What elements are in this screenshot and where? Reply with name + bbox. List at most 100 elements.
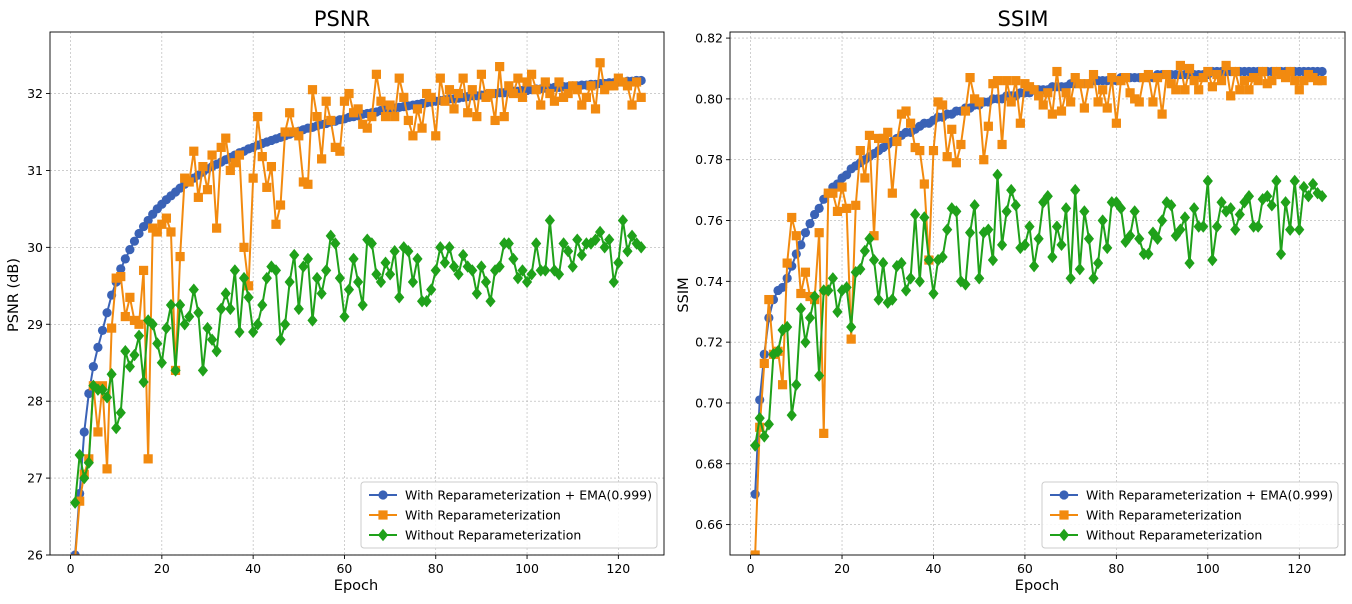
data-point [572, 233, 583, 246]
series-circle [750, 66, 1327, 499]
data-point [859, 244, 870, 258]
data-point [1289, 174, 1300, 188]
data-point [1207, 82, 1217, 92]
data-point [1120, 73, 1131, 83]
data-point [101, 391, 113, 404]
data-point [124, 360, 135, 373]
data-point [608, 275, 619, 289]
data-point [554, 77, 564, 87]
data-point [526, 268, 537, 281]
data-point [1024, 220, 1035, 233]
data-point [1216, 196, 1227, 209]
data-point [1225, 202, 1236, 215]
data-point [412, 104, 423, 114]
data-point [1143, 247, 1154, 261]
legend-item: Without Reparameterization [1050, 528, 1262, 543]
data-point [394, 291, 405, 304]
legend-item: Without Reparameterization [369, 528, 581, 543]
data-point [266, 161, 277, 172]
data-point [928, 145, 939, 156]
data-point [1203, 66, 1213, 77]
legend: With Reparameterization + EMA(0.999) With… [1041, 481, 1339, 549]
data-point [1102, 103, 1112, 113]
data-point [1266, 199, 1277, 212]
data-point [134, 319, 144, 329]
legend-item: With Reparameterization + EMA(0.999) [369, 488, 652, 503]
data-point [472, 112, 482, 122]
data-point [755, 422, 765, 432]
data-point [1047, 109, 1057, 119]
data-point [804, 311, 816, 325]
x-tick-label: 20 [834, 561, 850, 576]
data-point [951, 205, 962, 218]
data-point [1189, 76, 1199, 86]
legend-box [1041, 481, 1339, 549]
data-point [439, 256, 450, 269]
data-point [184, 177, 194, 187]
data-point [216, 302, 227, 316]
legend-label: With Reparameterization + EMA(0.999) [405, 488, 652, 503]
data-point [375, 275, 387, 289]
legend-marker [377, 528, 389, 542]
data-point [316, 287, 327, 300]
data-point [1061, 88, 1071, 98]
y-tick-label: 32 [27, 86, 43, 101]
data-point [79, 427, 89, 437]
data-point [93, 342, 103, 352]
data-point [1271, 174, 1282, 188]
data-point [1194, 85, 1204, 95]
data-point [522, 77, 532, 87]
y-tick-label: 26 [27, 548, 43, 563]
data-point [188, 283, 199, 296]
data-point [385, 268, 396, 281]
data-point [120, 344, 131, 358]
data-point [1262, 189, 1273, 203]
data-point [919, 211, 930, 224]
data-point [636, 92, 646, 102]
data-point [1066, 97, 1076, 107]
data-point [1002, 76, 1012, 86]
data-point [448, 260, 460, 273]
series-diamond [750, 168, 1328, 452]
data-point [878, 133, 888, 144]
data-point [1267, 76, 1277, 86]
data-point [609, 81, 619, 91]
data-point [1088, 69, 1099, 80]
data-point [1102, 241, 1113, 255]
data-point [1226, 91, 1236, 101]
data-point [983, 121, 993, 131]
data-point [1052, 66, 1062, 77]
data-point [390, 112, 400, 122]
data-point [385, 100, 395, 110]
data-point [956, 139, 966, 150]
data-point [257, 298, 268, 312]
data-point [97, 325, 108, 336]
data-point [864, 232, 875, 245]
data-point [979, 155, 989, 165]
data-point [197, 364, 209, 377]
data-point [796, 240, 806, 250]
data-point [275, 333, 286, 346]
data-point [590, 104, 601, 114]
data-point [1303, 189, 1314, 203]
data-point [84, 388, 94, 399]
data-point [107, 323, 117, 333]
plot-frame [729, 31, 1346, 556]
data-point [1098, 85, 1108, 95]
x-tick-label: 60 [1017, 561, 1033, 576]
data-point [1065, 272, 1076, 285]
data-point [517, 92, 528, 102]
data-point [426, 92, 436, 102]
data-point [270, 264, 282, 277]
data-point [631, 237, 642, 250]
data-point [786, 408, 797, 422]
data-point [211, 344, 222, 358]
data-point [919, 179, 929, 189]
x-tick-label: 120 [1287, 561, 1311, 576]
data-point [887, 293, 898, 306]
data-point [156, 356, 167, 369]
data-point [312, 112, 322, 122]
data-point [1285, 66, 1295, 77]
y-axis-label: PSNR (dB) [6, 258, 22, 332]
data-point [504, 81, 514, 91]
